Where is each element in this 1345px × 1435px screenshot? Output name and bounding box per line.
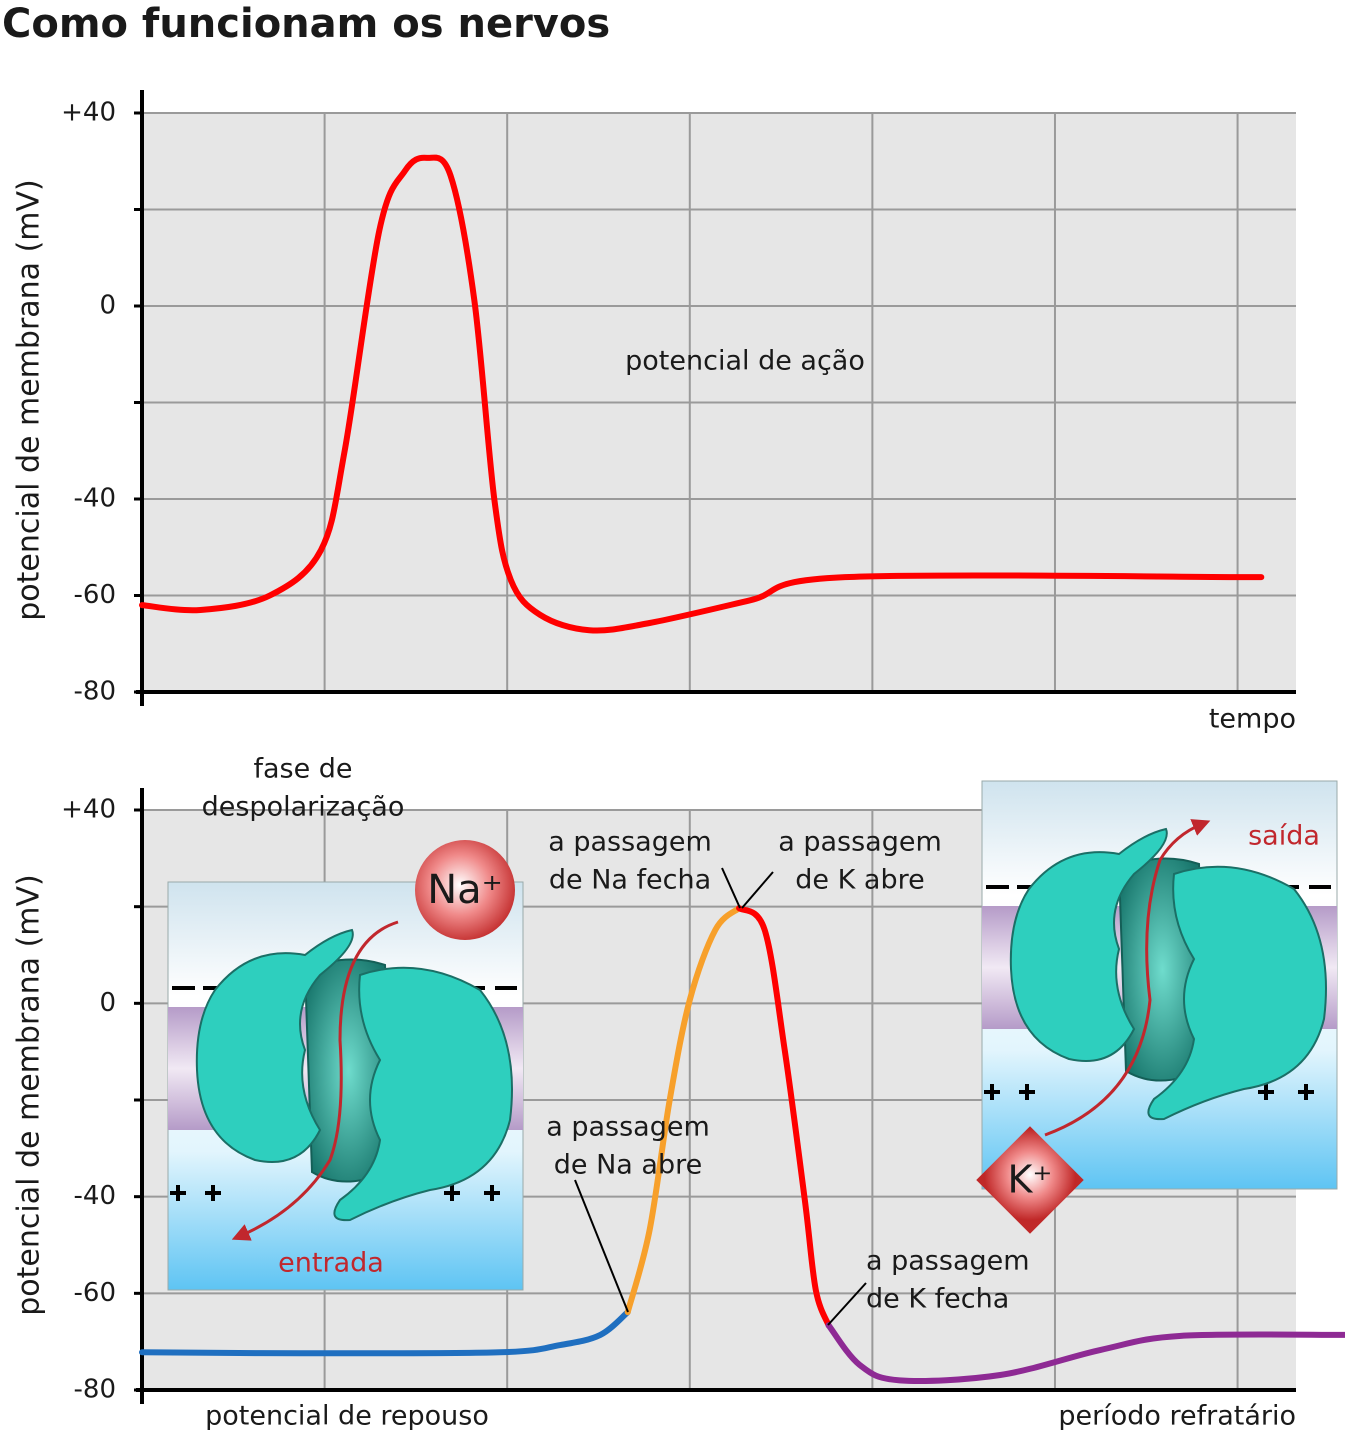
annotation: saída <box>1248 821 1320 852</box>
y-tick-label: 0 <box>99 988 116 1018</box>
inflow-arrow <box>231 920 399 1241</box>
y-tick-label: -60 <box>74 1278 116 1308</box>
annotation: a passagem <box>546 1112 710 1143</box>
y-axis-label: potencial de membrana (mV) <box>12 874 47 1316</box>
annotation: fase de <box>253 754 352 785</box>
annotation-pointer <box>827 1282 867 1326</box>
data-line <box>139 154 1265 634</box>
data-line <box>736 905 832 1329</box>
y-tick-label: -80 <box>74 1375 116 1405</box>
annotation: a passagem <box>548 827 712 858</box>
data-line <box>139 1309 631 1357</box>
annotation: de K abre <box>795 865 924 896</box>
y-tick-label: -40 <box>74 484 116 514</box>
data-line <box>624 905 743 1316</box>
sodium-channel <box>166 880 525 1292</box>
annotation: potencial de ação <box>625 346 865 377</box>
y-tick-label: -80 <box>74 677 116 707</box>
annotation-pointer <box>741 871 774 909</box>
annotation: entrada <box>278 1248 384 1279</box>
annotation: Na⁺ <box>427 867 503 913</box>
x-axis-label: tempo <box>1209 704 1296 735</box>
annotation: de K fecha <box>866 1284 1009 1315</box>
y-tick-label: 0 <box>99 291 116 321</box>
annotation: a passagem <box>778 827 942 858</box>
data-layer: +40 0 -40 -60 -80 potencial de membrana (mV) t… <box>12 98 1345 1432</box>
sodium-ion <box>415 840 515 940</box>
annotation: de Na abre <box>554 1150 702 1181</box>
annotation: despolarização <box>202 792 405 823</box>
annotation-pointer <box>721 867 741 909</box>
annotation: a passagem <box>866 1246 1030 1277</box>
y-tick-label: -60 <box>74 580 116 610</box>
annotation: período refratário <box>1058 1401 1296 1432</box>
annotation: de Na fecha <box>549 865 711 896</box>
y-tick-label: +40 <box>61 98 116 128</box>
annotation: potencial de repouso <box>205 1401 489 1432</box>
outflow-arrow <box>1044 819 1211 1137</box>
page-title: Como funcionam os nervos <box>2 1 610 47</box>
illustration <box>166 779 1339 1292</box>
annotation-pointer <box>574 1179 629 1313</box>
annotation: K⁺ <box>1008 1158 1053 1202</box>
data-line <box>825 1322 1345 1384</box>
y-axis-label: potencial de membrana (mV) <box>12 179 47 621</box>
y-tick-label: +40 <box>61 795 116 825</box>
y-tick-label: -40 <box>74 1181 116 1211</box>
